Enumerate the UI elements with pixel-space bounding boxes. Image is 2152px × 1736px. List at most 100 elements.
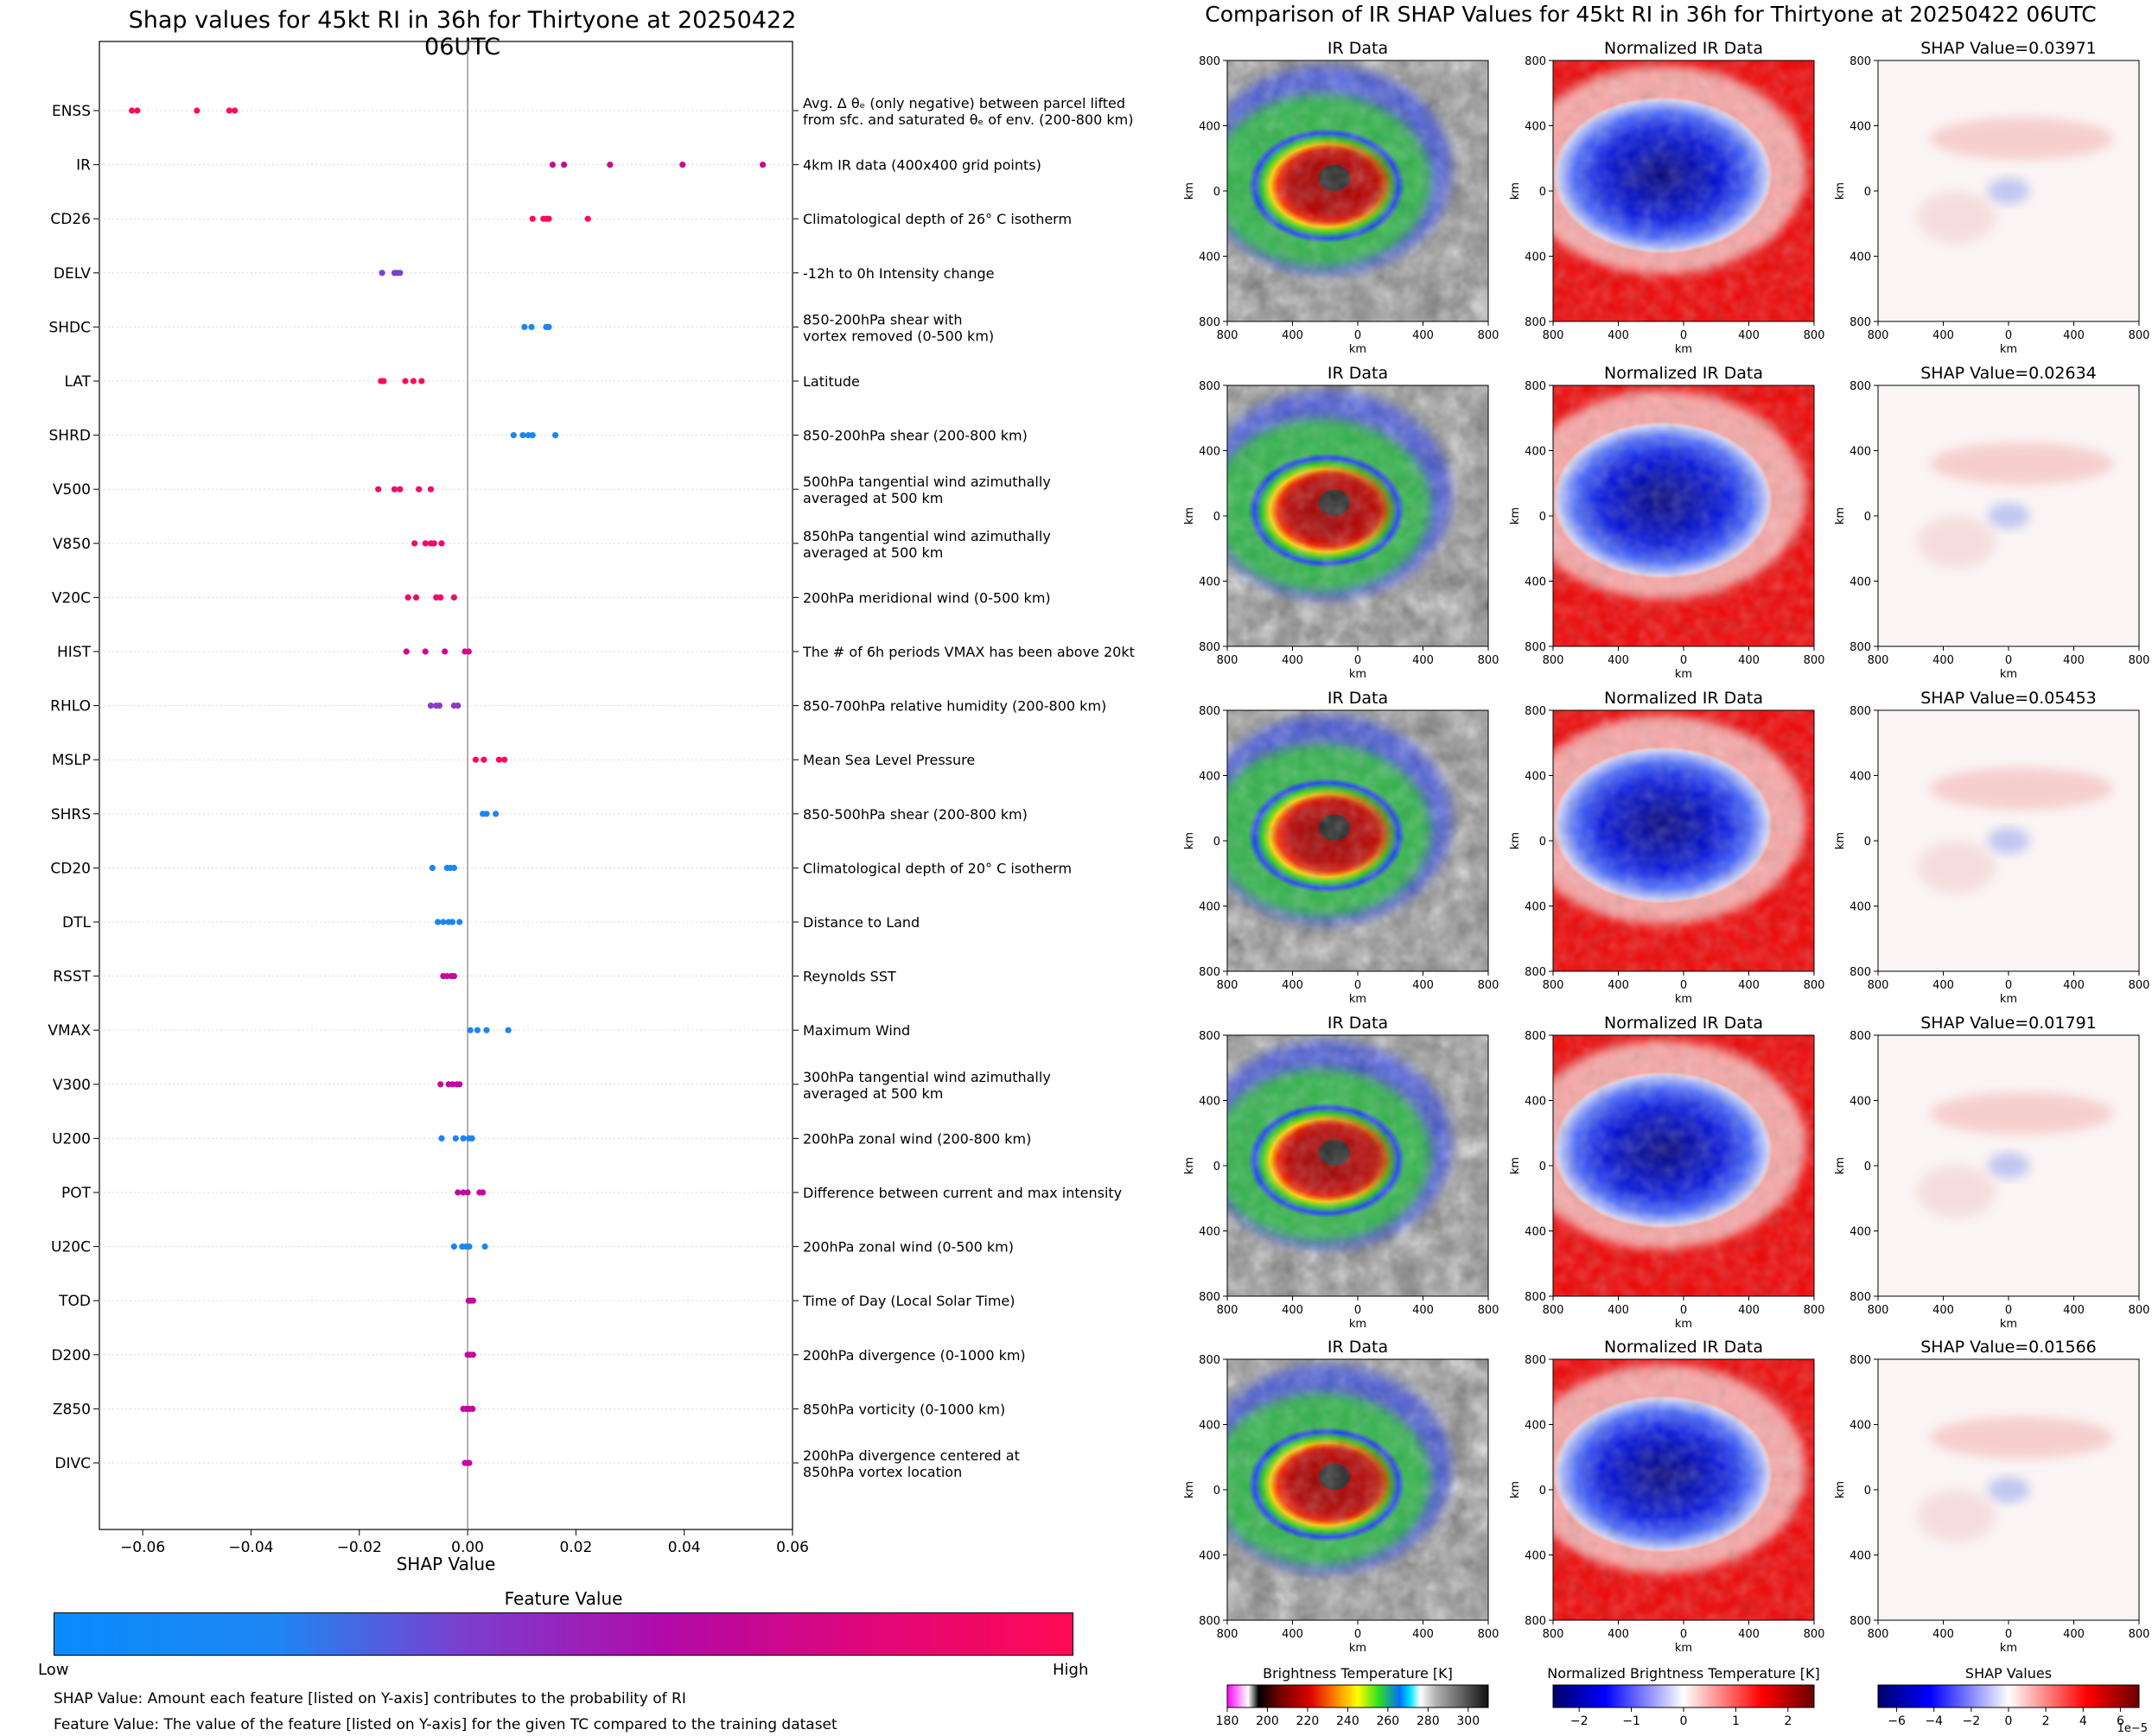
feature-description: 200hPa zonal wind (0-500 km) (803, 1239, 1014, 1256)
feature-label: DIVC (54, 1455, 91, 1472)
shap-beeswarm-chart: ENSS IR CD26 DELV SHDC LAT SHRD V500 V850 V20C HIS… (48, 41, 1135, 1574)
panel-x-tick-label: 800 (1868, 654, 1889, 667)
feature-description: 300hPa tangential wind azimuthally (803, 1069, 1051, 1085)
panel-y-tick-label: 800 (1525, 641, 1546, 654)
panel-title: Normalized IR Data (1604, 1338, 1763, 1357)
panel-y-tick-label: 0 (1539, 1161, 1546, 1173)
colorbar-tick-label: 0 (2005, 1714, 2013, 1728)
shap-point (529, 215, 536, 222)
panel-y-tick-label: 0 (1864, 836, 1871, 849)
panel-x-tick-label: 400 (1608, 329, 1629, 342)
panel-x-tick-label: 400 (1932, 1304, 1954, 1317)
normalized-ir-image (1553, 60, 1814, 321)
panel-xlabel: km (2000, 1318, 2017, 1331)
feature-description: Reynolds SST (803, 969, 896, 985)
shap-point (456, 919, 463, 925)
panel-y-tick-label: 800 (1850, 641, 1871, 654)
panel-x-tick-label: 800 (1543, 1628, 1564, 1641)
panel-y-tick-label: 800 (1199, 966, 1220, 979)
panel-y-tick-label: 800 (1199, 316, 1220, 329)
panel-y-tick-label: 400 (1525, 901, 1546, 914)
panel-y-tick-label: 400 (1525, 446, 1546, 459)
feature-label: SHRD (49, 428, 91, 445)
panel-y-tick-label: 400 (1525, 1096, 1546, 1109)
panel-ylabel: km (1183, 832, 1196, 849)
colorbar-tick-label: 2 (2042, 1714, 2050, 1728)
panel-y-tick-label: 800 (1850, 1030, 1871, 1043)
panel-ylabel: km (1834, 832, 1847, 849)
panel-x-tick-label: 400 (1608, 1628, 1629, 1641)
panel-x-tick-label: 0 (1354, 1304, 1361, 1317)
panel-x-tick-label: 0 (1680, 654, 1687, 667)
panel-x-tick-label: 400 (1282, 654, 1303, 667)
feature-label: V20C (52, 589, 91, 607)
panel-y-tick-label: 400 (1850, 251, 1871, 264)
feature-label: LAT (64, 373, 91, 391)
panel-xlabel: km (1349, 343, 1366, 356)
panel-x-tick-label: 800 (1543, 979, 1564, 992)
panel-x-tick-label: 800 (1478, 979, 1499, 992)
panel-y-tick-label: 800 (1850, 966, 1871, 979)
shap-ir-image (1878, 710, 2139, 971)
panel-x-tick-label: 400 (1282, 1304, 1303, 1317)
feature-description: 850hPa vortex location (803, 1464, 962, 1480)
feature-description: Latitude (803, 373, 860, 390)
colorbar-exponent: 1e−5 (2117, 1722, 2148, 1735)
panel-y-tick-label: 800 (1525, 1615, 1546, 1628)
feature-value-note: Feature Value: The value of the feature … (54, 1716, 837, 1733)
panel-y-tick-label: 0 (1213, 1161, 1220, 1173)
panel-y-tick-label: 0 (1213, 1485, 1220, 1498)
shap-point (460, 1135, 467, 1141)
panel-title: SHAP Value=0.05453 (1920, 689, 2097, 708)
panel-y-tick-label: 400 (1850, 446, 1871, 459)
panel-x-tick-label: 400 (1932, 979, 1954, 992)
panel-x-tick-label: 800 (1868, 979, 1889, 992)
panel-ylabel: km (1834, 1157, 1847, 1174)
shap-point (549, 162, 557, 169)
feature-label: DTL (62, 914, 91, 932)
panel-x-tick-label: 800 (1478, 329, 1499, 342)
panel-x-tick-label: 0 (1680, 1304, 1687, 1317)
panel-y-tick-label: 400 (1199, 1420, 1220, 1433)
shap-point (226, 107, 232, 114)
shap-point (460, 1189, 467, 1196)
panel-x-tick-label: 400 (1412, 1628, 1434, 1641)
panel-y-tick-label: 800 (1850, 705, 1871, 718)
panel-xlabel: km (1675, 1642, 1692, 1655)
shap-point (607, 162, 614, 169)
shap-point (452, 1135, 459, 1141)
panel-y-tick-label: 400 (1525, 1226, 1546, 1239)
panel-x-tick-label: 800 (1804, 654, 1825, 667)
x-tick-label: 0.06 (776, 1539, 809, 1556)
panel-y-tick-label: 800 (1525, 966, 1546, 979)
shap-point (440, 919, 447, 925)
panel-y-tick-label: 400 (1525, 771, 1546, 784)
panel-y-tick-label: 400 (1199, 1226, 1220, 1239)
feature-description: from sfc. and saturated θₑ of env. (200-… (803, 111, 1133, 128)
panel-xlabel: km (1675, 1318, 1692, 1331)
feature-label: U200 (52, 1130, 91, 1148)
shap-ir-image (1878, 1035, 2139, 1296)
ir-comparison-grid: IR Data80080040040000400400800800kmkmNor… (1183, 39, 2149, 1735)
feature-description: 500hPa tangential wind azimuthally (803, 474, 1051, 490)
shap-point (545, 323, 552, 330)
panel-y-tick-label: 0 (1539, 186, 1546, 199)
panel-y-tick-label: 0 (1864, 186, 1871, 199)
panel-xlabel: km (2000, 993, 2017, 1006)
shap-point (422, 540, 429, 547)
panel-x-tick-label: 800 (1804, 979, 1825, 992)
colorbar-tick-label: 1 (1732, 1714, 1740, 1728)
panel-y-tick-label: 800 (1850, 1615, 1871, 1628)
shap-point (480, 1189, 487, 1196)
panel-x-tick-label: 400 (1608, 654, 1629, 667)
feature-label: V850 (53, 536, 91, 553)
feature-description: averaged at 500 km (803, 490, 943, 506)
panel-y-tick-label: 400 (1850, 1096, 1871, 1109)
panel-y-tick-label: 400 (1199, 901, 1220, 914)
colorbar-tick-label: −6 (1888, 1714, 1906, 1728)
normalized-ir-image (1553, 710, 1814, 971)
panel-x-tick-label: 800 (1217, 979, 1238, 992)
panel-x-tick-label: 800 (1217, 329, 1238, 342)
panel-y-tick-label: 800 (1199, 55, 1220, 68)
shap-plot-frame (99, 41, 793, 1530)
